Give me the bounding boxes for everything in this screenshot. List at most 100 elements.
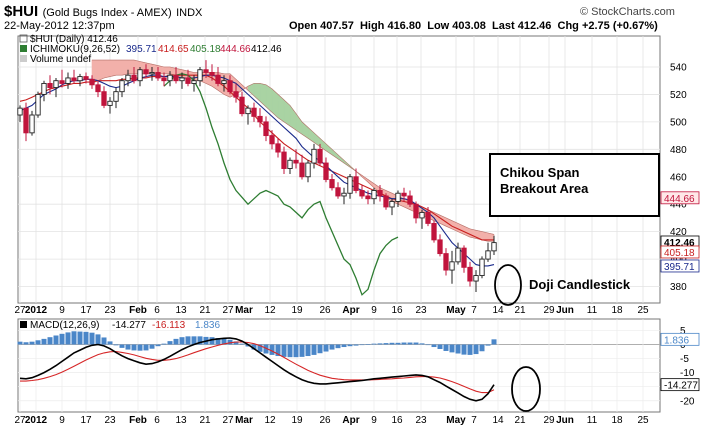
candle [41,80,47,102]
macd-histogram-bar [359,344,365,346]
macd-histogram-bar [137,344,143,351]
x-tick-label: 2012 [25,305,48,316]
price-value-tag: 444.66 [664,194,695,205]
macd-legend-value: -14.277 [112,320,146,331]
candle-body [131,74,137,82]
macd-histogram-bar [311,344,317,355]
macd-histogram-bar [347,344,353,347]
x-tick-label: 27 [222,305,234,316]
candle-body [137,69,143,82]
candle-body [17,107,23,116]
macd-histogram-bar [197,336,203,345]
macd-histogram-bar [185,336,191,345]
macd-histogram-bar [167,341,173,345]
x-tick-label: 29 [543,415,555,426]
candle-body [467,266,473,282]
candle [281,146,287,175]
macd-histogram-bar [389,342,395,345]
symbol: $HUI [4,3,39,20]
x-tick-label: 19 [291,305,303,316]
x-tick-label: 17 [80,415,92,426]
candle-body [287,159,293,169]
quote-date: 22-May-2012 12:37pm [4,20,115,32]
x-tick-label: 26 [319,305,331,316]
macd-histogram-bar [371,343,377,345]
index-name: (Gold Bugs Index - AMEX) [42,7,172,19]
x-tick-label: May [446,305,466,316]
macd-histogram-bar [245,344,251,347]
cloud-segment-bearish [109,59,117,77]
candle-body [179,77,185,82]
x-tick-label: 9 [59,415,65,426]
macd-y-tick-label: -5 [680,354,689,365]
macd-histogram-bar [263,344,269,354]
candle-body [239,96,245,115]
chikou-span-line [163,73,399,296]
macd-histogram-bar [353,344,359,346]
candle [449,250,455,284]
candle [215,66,221,87]
candle [83,72,89,84]
macd-histogram-bar [275,344,281,357]
price-legend-label: $HUI (Daily) 412.46 [30,34,118,45]
x-tick-label: 23 [104,415,116,426]
candle [77,73,83,87]
candle [113,87,119,109]
x-tick-label: Jun [556,305,574,316]
macd-histogram-bar [407,342,413,345]
x-tick-label: 18 [611,305,623,316]
candle-body [275,143,281,153]
candle-body [293,159,299,164]
macd-histogram-bar [209,337,215,345]
macd-histogram-bar [461,344,467,355]
candle [197,66,203,87]
candlesticks [17,60,497,293]
macd-histogram-bar [35,340,41,345]
candle [467,261,473,287]
macd-histogram-bar [323,344,329,352]
x-tick-label: Mar [235,415,253,426]
stockcharts-credit[interactable]: © StockCharts.com [580,6,675,18]
candle-body [323,162,329,180]
cloud-segment-bearish [163,66,171,75]
candle [53,77,59,98]
candle-body [479,258,485,277]
candle-body [299,162,305,178]
candle-body [89,78,95,86]
candle-body [389,201,395,208]
ichimoku-legend-value: 444.66 [220,44,251,55]
candle [131,66,137,84]
macd-histogram-bar [335,344,341,349]
macd-value-tag: -14.277 [664,381,698,392]
candle [209,64,215,81]
quote-change: Chg +2.75 (+0.67%) [557,20,658,32]
x-tick-label: 16 [391,415,403,426]
candle-body [437,239,443,255]
candle-body [173,74,179,82]
x-tick-label: 14 [492,415,504,426]
macd-histogram-bar [419,343,425,345]
x-tick-label: 23 [415,415,427,426]
cloud-segment-bearish [127,59,135,75]
macd-histogram-bar [143,344,149,351]
macd-histogram-bar [437,344,443,349]
candle [65,72,71,89]
candle [293,149,299,169]
candle-body [359,190,365,197]
macd-panel [17,318,661,413]
candle [287,157,293,175]
x-tick-label: Jun [556,415,574,426]
ichimoku-legend-value: 412.46 [251,44,282,55]
macd-histogram-bar [401,342,407,345]
macd-histogram-bar [95,334,101,345]
macd-histogram-bar [65,332,71,345]
macd-histogram-bar [365,344,371,345]
candle-body [209,72,215,76]
price-value-tag-box [660,259,700,273]
candle-body [77,76,83,82]
candle [269,130,275,150]
macd-histogram-bar [299,344,305,357]
macd-histogram-bar [89,332,95,345]
cloud-segment-bearish [97,59,105,82]
